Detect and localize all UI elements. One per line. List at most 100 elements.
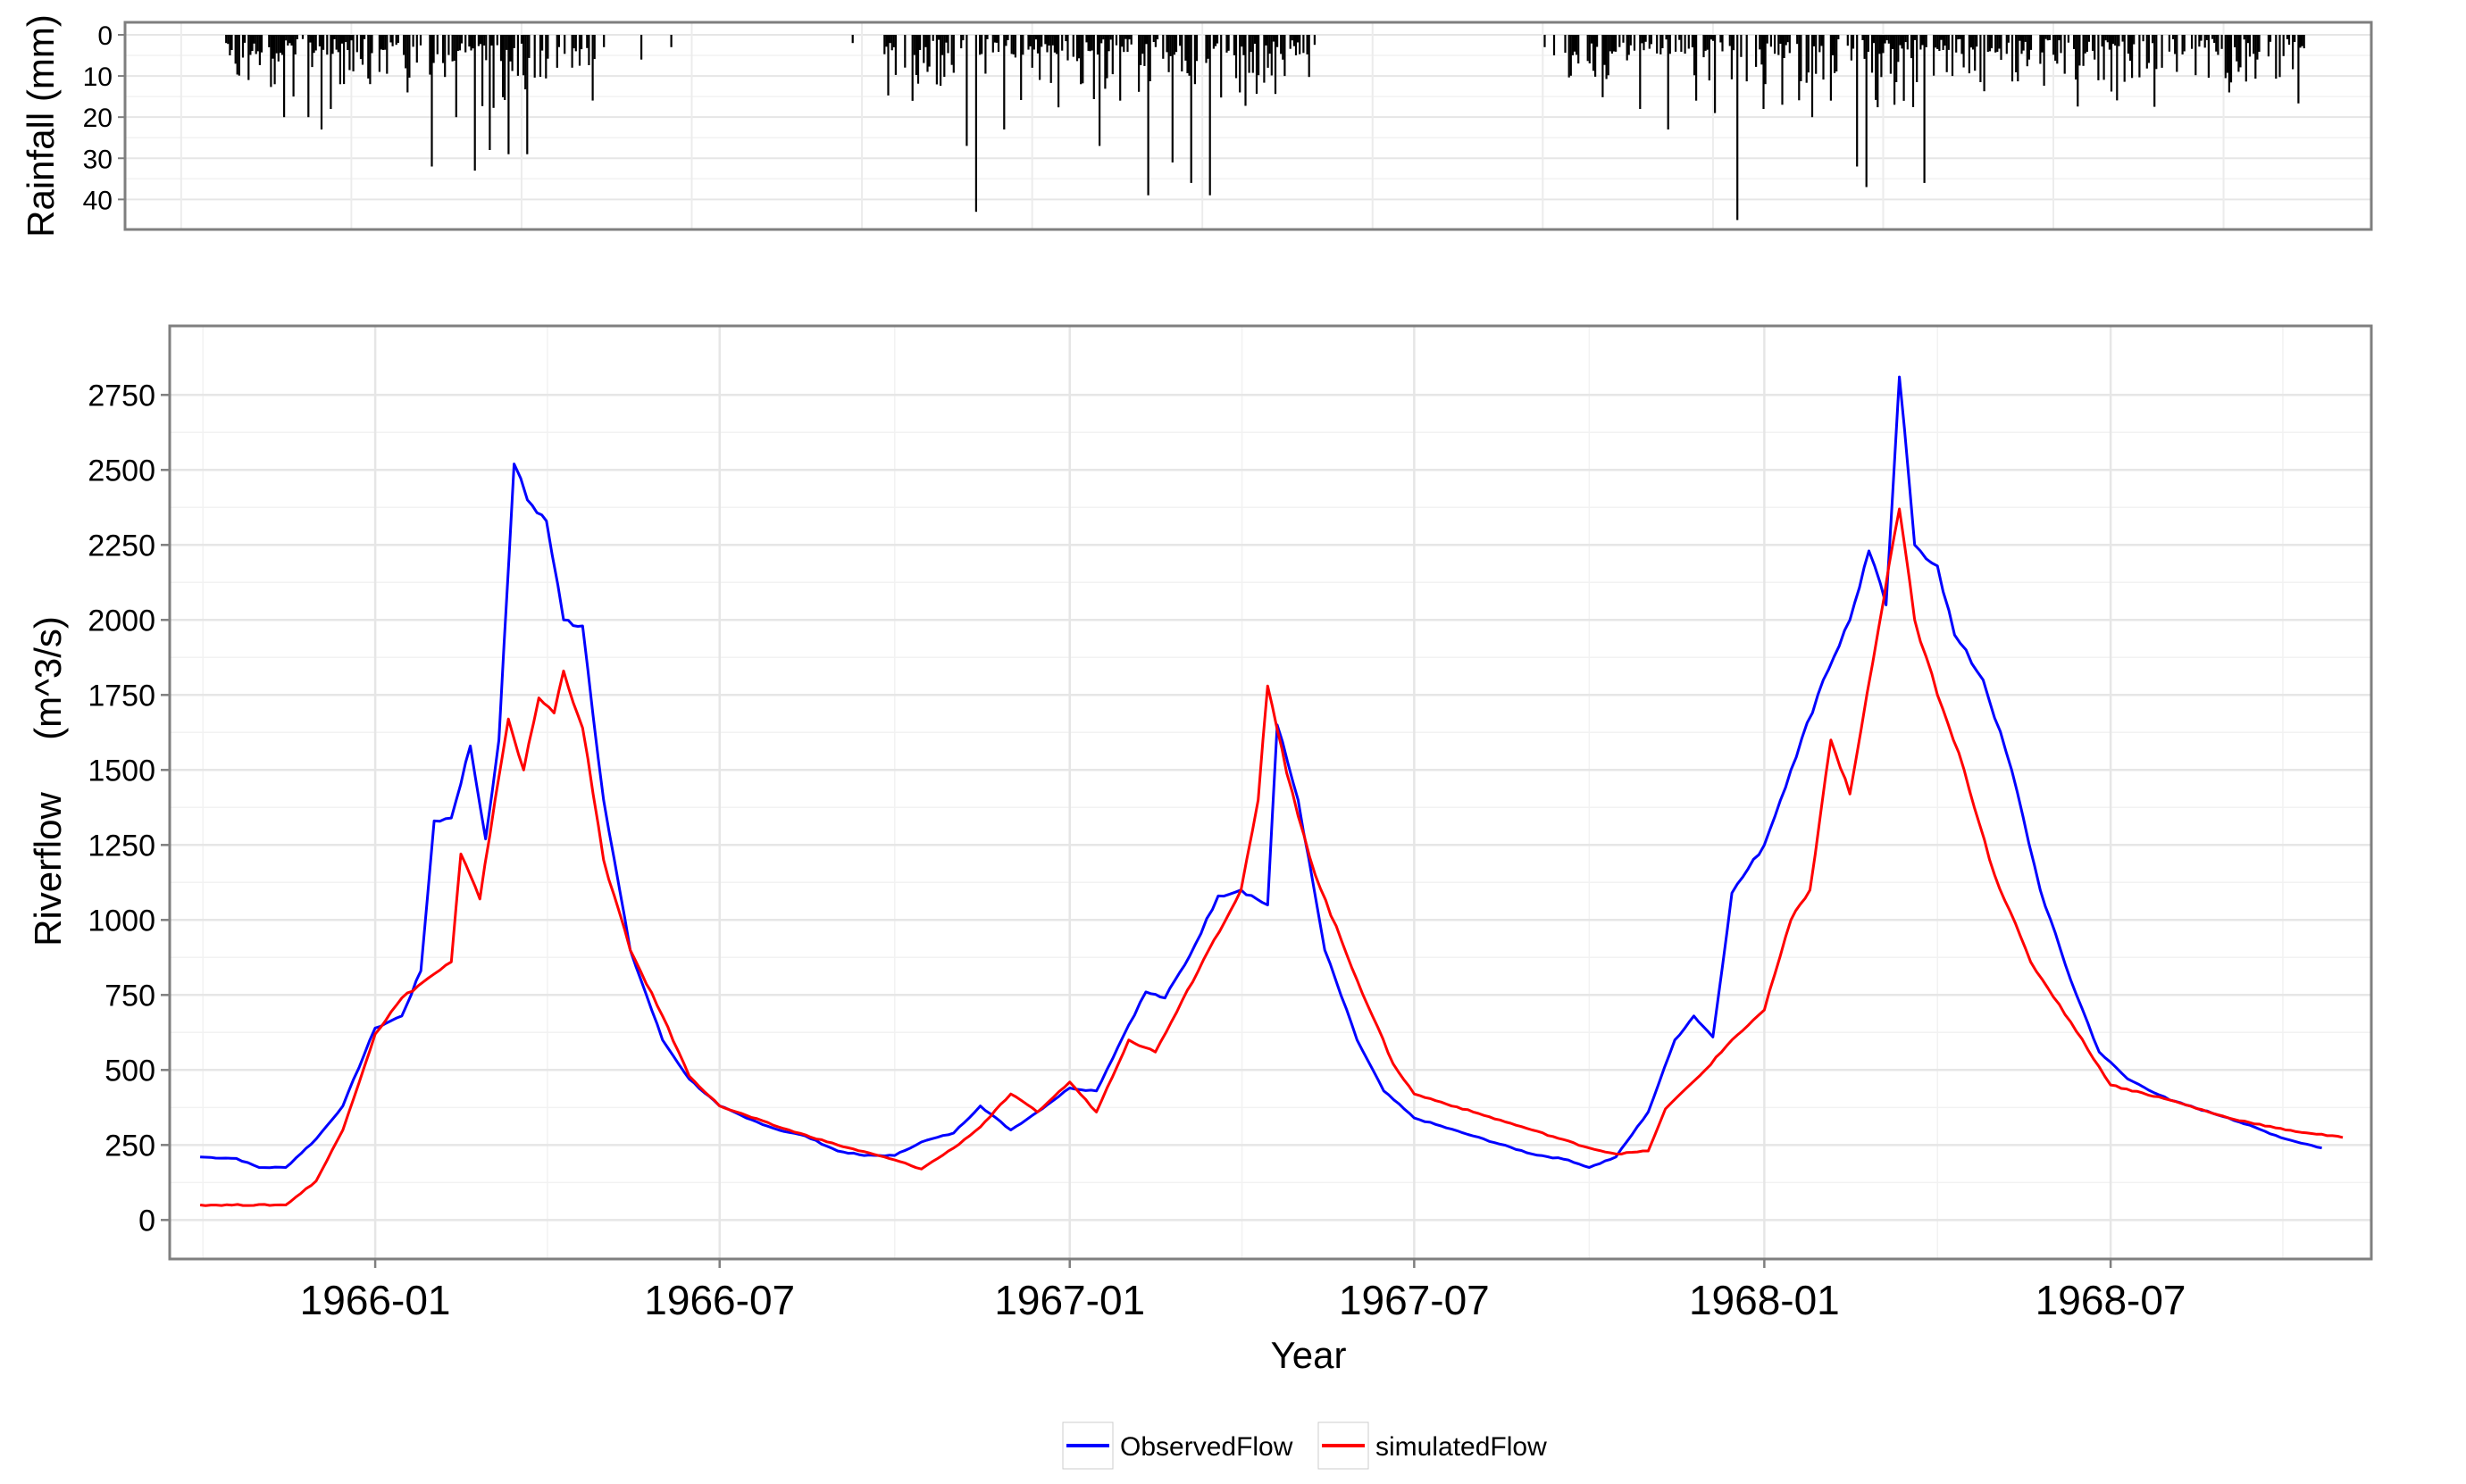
rain-bar xyxy=(1091,35,1093,51)
rain-bar xyxy=(307,35,310,118)
rain-bar xyxy=(1044,35,1047,45)
rain-bar xyxy=(391,35,394,46)
rain-bar xyxy=(1115,35,1118,46)
x-tick-label: 1966-07 xyxy=(644,1277,795,1323)
rain-bar xyxy=(1066,35,1069,61)
rain-bar xyxy=(2294,35,2296,42)
rain-bar xyxy=(350,35,353,41)
rainfall-grid xyxy=(125,22,2371,229)
series-line-ObservedFlow xyxy=(200,375,2322,1170)
rain-bar xyxy=(1297,35,1300,43)
rain-bar xyxy=(2145,35,2148,69)
rain-bar xyxy=(1882,35,1885,54)
rain-bar xyxy=(1796,35,1799,45)
rain-bar xyxy=(2067,35,2069,43)
legend-key-observed xyxy=(1062,1421,1114,1470)
rain-bar xyxy=(915,35,917,75)
rain-bar xyxy=(296,35,298,39)
rain-bar xyxy=(330,35,332,109)
rain-bar xyxy=(1641,35,1643,44)
rain-bar xyxy=(2254,35,2257,79)
rain-bar xyxy=(2104,35,2107,41)
rain-bar xyxy=(378,35,380,72)
rain-bar xyxy=(1274,35,1277,95)
rain-bar xyxy=(1736,35,1739,221)
rain-bar xyxy=(522,35,525,76)
rain-bar xyxy=(2007,35,2010,43)
rain-bar xyxy=(280,35,284,55)
rain-bar xyxy=(1897,35,1900,63)
rain-bar xyxy=(2046,35,2049,41)
rain-bar xyxy=(361,35,364,65)
rain-bar xyxy=(1220,35,1223,98)
rain-bar xyxy=(1684,35,1686,54)
rain-bar xyxy=(309,35,312,43)
rain-bar xyxy=(1708,35,1710,81)
rain-bar xyxy=(603,35,606,47)
rain-bar xyxy=(889,35,891,44)
rain-bar xyxy=(2142,35,2144,42)
rain-bar xyxy=(406,35,409,93)
rain-bar xyxy=(1695,35,1698,101)
rain-bar xyxy=(1721,35,1724,52)
rain-bar xyxy=(1108,35,1110,52)
rain-bar xyxy=(2118,35,2120,46)
rain-bar xyxy=(1979,35,1982,82)
rain-bar xyxy=(2077,35,2079,107)
rain-bar xyxy=(1012,35,1015,54)
rain-bar xyxy=(541,35,544,51)
rain-bar xyxy=(2019,35,2021,41)
rain-bar xyxy=(2063,35,2066,74)
rain-bar xyxy=(359,35,363,60)
rain-bar xyxy=(2078,35,2081,66)
rain-bar xyxy=(578,35,581,66)
rainfall-y-axis-title: Rainfall (mm) xyxy=(20,14,62,238)
rain-bar xyxy=(887,35,890,96)
rain-bar xyxy=(1280,35,1283,54)
rain-bar xyxy=(2168,35,2170,52)
rain-bar xyxy=(331,35,334,54)
rain-bar xyxy=(432,35,435,63)
rain-bar xyxy=(2039,35,2042,64)
rain-bar xyxy=(301,35,305,39)
rain-bar xyxy=(256,35,259,52)
rain-bar xyxy=(1994,35,1997,53)
rain-bar xyxy=(2116,35,2119,101)
rain-bar xyxy=(2198,35,2201,47)
rain-bar xyxy=(883,35,886,54)
rain-bar xyxy=(1957,35,1960,40)
rain-bar xyxy=(1014,35,1016,58)
rain-bar xyxy=(1184,35,1187,61)
rain-bar xyxy=(2194,35,2197,76)
rain-bar xyxy=(2097,35,2100,80)
rain-bar xyxy=(2048,35,2051,40)
rain-bar xyxy=(520,35,523,44)
rain-bar xyxy=(1834,35,1836,73)
y-tick-label: 0 xyxy=(138,1204,155,1238)
rain-bar xyxy=(1893,35,1896,105)
rain-bar xyxy=(1665,35,1668,40)
rain-bar xyxy=(483,35,486,46)
rain-bar xyxy=(318,35,321,46)
rain-bar xyxy=(369,35,372,85)
rain-bar xyxy=(940,35,942,87)
rain-bar xyxy=(2174,35,2177,54)
rain-bar xyxy=(479,35,482,45)
rain-bar xyxy=(1935,35,1937,48)
rain-bar xyxy=(2020,35,2023,54)
rain-bar xyxy=(292,35,295,97)
rain-bar xyxy=(1988,35,1991,52)
rain-bar xyxy=(1216,35,1219,44)
rain-bar xyxy=(1092,35,1095,99)
rain-bar xyxy=(1680,35,1683,52)
rain-bar xyxy=(2027,35,2030,60)
rain-bar xyxy=(244,35,247,43)
rain-bar xyxy=(2073,35,2076,49)
rain-bar xyxy=(268,35,271,47)
rain-bar xyxy=(1730,35,1733,79)
rain-bar xyxy=(892,35,895,47)
rain-bar xyxy=(851,35,854,44)
rain-bar xyxy=(1147,35,1149,196)
rain-bar xyxy=(1121,35,1124,47)
rain-bar xyxy=(285,35,288,41)
